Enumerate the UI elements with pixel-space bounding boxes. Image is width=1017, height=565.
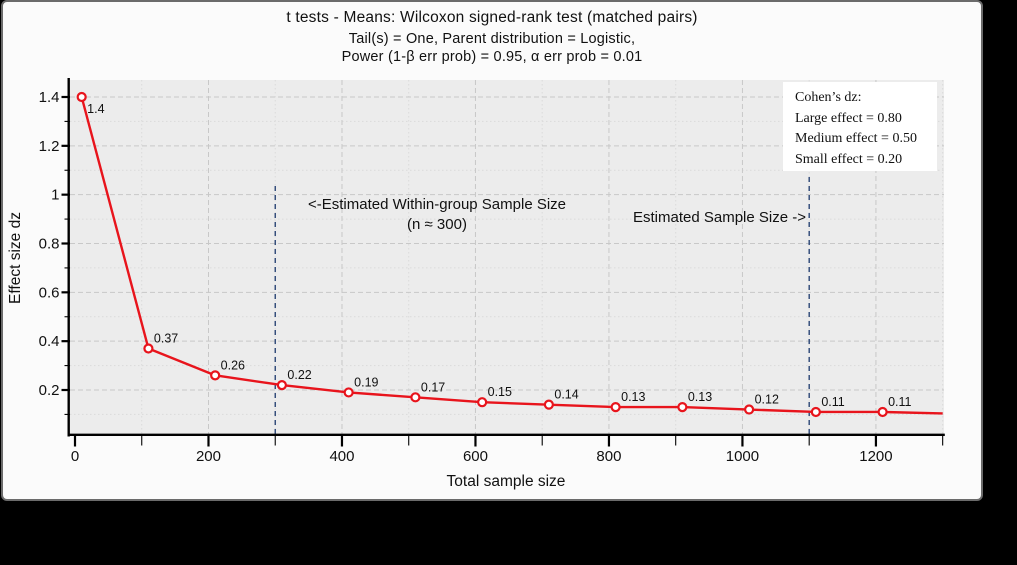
data-point-marker xyxy=(877,406,888,418)
annotation-within-group-line1: <-Estimated Within-group Sample Size xyxy=(307,196,567,213)
data-point-marker xyxy=(276,380,288,391)
y-tick-label: 1.4 xyxy=(39,89,60,106)
x-tick-label: 800 xyxy=(596,448,621,465)
legend-entry-large: Large effect = 0.80 xyxy=(795,110,902,126)
annotation-within-group-line2: (n ≈ 300) xyxy=(407,216,467,233)
data-point-marker xyxy=(210,370,221,381)
legend-box: Cohen’s dz: Large effect = 0.80 Medium e… xyxy=(783,82,937,171)
y-tick-label: 0.6 xyxy=(39,284,60,301)
plot-svg: 0 200 400 600 800 1000 1200 0.2 0.4 0.6 0.8 1 1.2 1.4… xyxy=(7,78,945,490)
x-tick-label: 400 xyxy=(329,448,354,465)
gpower-plot-window: t tests - Means: Wilcoxon signed-rank te… xyxy=(1,0,983,501)
data-point-label: 0.15 xyxy=(488,385,512,399)
series-line xyxy=(80,96,943,415)
y-tick-label: 1 xyxy=(51,187,59,204)
data-point-marker xyxy=(76,91,87,103)
x-axis-title: Total sample size xyxy=(447,473,566,490)
data-point-marker xyxy=(543,399,554,410)
data-point-label: 0.13 xyxy=(688,390,712,404)
data-point-label: 0.12 xyxy=(755,393,779,407)
data-point-label: 1.4 xyxy=(87,102,104,116)
x-tick-label: 200 xyxy=(196,448,221,465)
annotation-estimated-sample-size: Estimated Sample Size -> xyxy=(633,209,806,226)
data-point-marker xyxy=(343,387,354,398)
x-tick-label: 600 xyxy=(463,448,488,465)
data-point-label: 0.14 xyxy=(554,388,578,402)
data-point-marker xyxy=(744,404,755,415)
data-point-label: 0.11 xyxy=(821,395,844,409)
x-tick-label: 1200 xyxy=(859,448,892,465)
data-point-label: 0.22 xyxy=(287,368,311,382)
annotation-within-group: <-Estimated Within-group Sample Size (n … xyxy=(285,195,589,235)
data-point-label: 0.11 xyxy=(888,395,911,409)
legend-entry-small: Small effect = 0.20 xyxy=(795,151,903,167)
legend-entry-medium: Medium effect = 0.50 xyxy=(795,131,917,146)
data-point-label: 0.37 xyxy=(154,331,178,345)
y-tick-label: 0.4 xyxy=(39,333,60,350)
data-point-marker xyxy=(143,343,154,354)
data-point-label: 0.13 xyxy=(621,390,645,404)
data-point-label: 0.17 xyxy=(421,380,445,394)
legend-title: Cohen’s dz: xyxy=(795,90,862,105)
chart-title: t tests - Means: Wilcoxon signed-rank te… xyxy=(286,9,698,26)
x-tick-label: 1000 xyxy=(726,448,759,465)
data-point-label: 0.19 xyxy=(354,375,378,389)
y-tick-label: 0.2 xyxy=(39,382,60,399)
chart-subtitle-line2: Power (1-β err prob) = 0.95, α err prob … xyxy=(341,49,643,65)
data-point-marker xyxy=(477,397,488,408)
data-point-label: 0.26 xyxy=(221,358,245,372)
data-point-marker xyxy=(410,392,421,403)
data-point-marker xyxy=(810,406,821,418)
data-point-marker xyxy=(677,401,688,413)
chart-subtitle-line1: Tail(s) = One, Parent distribution = Log… xyxy=(348,31,636,47)
data-point-marker xyxy=(610,401,621,413)
x-tick-label: 0 xyxy=(71,448,79,465)
y-tick-label: 1.2 xyxy=(39,138,60,155)
y-tick-label: 0.8 xyxy=(39,235,60,252)
y-axis-title: Effect size dz xyxy=(7,212,24,304)
